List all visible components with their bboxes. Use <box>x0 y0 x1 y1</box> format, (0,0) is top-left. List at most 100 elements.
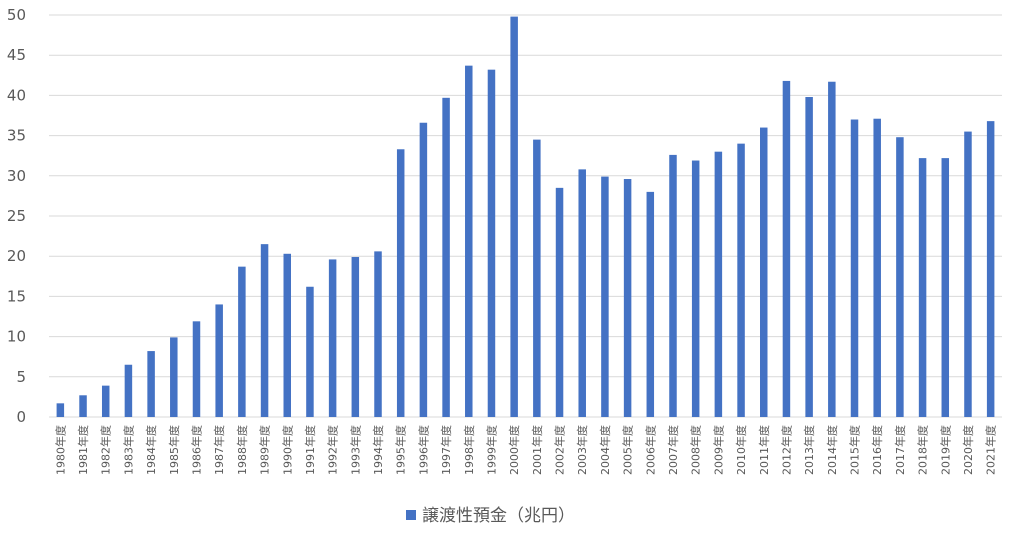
bar <box>691 160 700 418</box>
bar <box>487 69 496 417</box>
x-tick-label: 1990年度 <box>280 425 294 475</box>
bar <box>555 187 564 417</box>
bar <box>805 97 813 418</box>
y-tick-label: 20 <box>7 247 26 265</box>
bar <box>510 16 518 417</box>
x-tick-label: 2019年度 <box>938 425 952 475</box>
bar <box>124 364 133 417</box>
x-tick-label: 2008年度 <box>689 425 703 475</box>
bar <box>964 131 972 417</box>
x-tick-label: 1984年度 <box>144 425 158 475</box>
y-tick-label: 25 <box>7 207 26 225</box>
x-tick-label: 1981年度 <box>76 425 90 475</box>
bar <box>374 251 382 417</box>
bar <box>601 176 609 417</box>
bar <box>306 286 314 417</box>
legend: 譲渡性預金（兆円） <box>406 506 575 526</box>
bar <box>760 127 768 417</box>
bar <box>828 81 836 418</box>
x-tick-label: 2003年度 <box>575 425 589 475</box>
x-tick-label: 1998年度 <box>462 425 476 475</box>
x-tick-label: 1999年度 <box>484 425 498 475</box>
bar <box>533 139 541 417</box>
bar <box>896 137 904 417</box>
bar <box>396 149 405 417</box>
x-tick-label: 1993年度 <box>348 425 362 475</box>
x-tick-label: 2000年度 <box>507 425 521 475</box>
bar <box>465 65 473 417</box>
bar <box>873 118 881 417</box>
x-tick-label: 1992年度 <box>326 425 340 475</box>
x-tick-label: 2010年度 <box>734 425 748 475</box>
bar <box>986 121 995 418</box>
bar <box>782 80 791 417</box>
bars <box>56 16 995 418</box>
bar <box>737 143 745 417</box>
bar <box>260 244 269 417</box>
x-tick-label: 1989年度 <box>258 425 272 475</box>
bar <box>101 385 110 417</box>
y-tick-label: 0 <box>16 408 26 426</box>
y-tick-label: 10 <box>7 328 26 346</box>
bar <box>238 266 246 417</box>
x-tick-label: 2016年度 <box>870 425 884 475</box>
bar <box>79 395 87 417</box>
x-tick-label: 2020年度 <box>961 425 975 475</box>
y-axis-tick-labels: 0 5 10 15 20 25 30 35 40 45 50 <box>7 6 26 426</box>
x-tick-label: 1982年度 <box>99 425 113 475</box>
bar <box>714 151 723 417</box>
bar <box>646 191 655 417</box>
bar <box>578 169 586 417</box>
y-tick-label: 5 <box>16 368 26 386</box>
legend-label: 譲渡性預金（兆円） <box>422 506 575 526</box>
bar <box>419 122 428 418</box>
x-tick-label: 1997年度 <box>439 425 453 475</box>
x-tick-label: 1991年度 <box>303 425 317 475</box>
bar <box>192 321 201 417</box>
x-tick-label: 1986年度 <box>189 425 203 475</box>
x-axis-tick-labels: 1980年度 1981年度 1982年度 1983年度 1984年度 1985年度 1986… <box>53 425 997 475</box>
bar <box>941 158 950 417</box>
x-tick-label: 2009年度 <box>711 425 725 475</box>
x-tick-label: 1980年度 <box>53 425 67 475</box>
bar <box>328 259 337 417</box>
bar <box>442 97 450 417</box>
x-tick-label: 2017年度 <box>893 425 907 475</box>
x-tick-label: 1988年度 <box>235 425 249 475</box>
x-tick-label: 1995年度 <box>394 425 408 475</box>
y-tick-label: 15 <box>7 287 26 305</box>
gridlines <box>49 14 1002 418</box>
x-tick-label: 1985年度 <box>167 425 181 475</box>
bar <box>850 119 859 418</box>
x-tick-label: 2006年度 <box>643 425 657 475</box>
x-tick-label: 1983年度 <box>121 425 135 475</box>
x-tick-label: 1996年度 <box>416 425 430 475</box>
x-tick-label: 2021年度 <box>984 425 998 475</box>
bar <box>56 403 65 417</box>
x-tick-label: 1987年度 <box>212 425 226 475</box>
x-tick-label: 2005年度 <box>621 425 635 475</box>
x-tick-label: 2015年度 <box>848 425 862 475</box>
x-tick-label: 2004年度 <box>598 425 612 475</box>
bar <box>170 337 178 417</box>
x-tick-label: 2001年度 <box>530 425 544 475</box>
bar <box>623 179 632 417</box>
x-tick-label: 2011年度 <box>757 425 771 475</box>
bar <box>147 351 155 417</box>
x-tick-label: 2013年度 <box>802 425 816 475</box>
y-tick-label: 40 <box>7 86 26 104</box>
x-tick-label: 2014年度 <box>825 425 839 475</box>
x-tick-label: 2018年度 <box>916 425 930 475</box>
bar <box>351 257 360 417</box>
x-tick-label: 2002年度 <box>553 425 567 475</box>
bar <box>918 158 927 417</box>
x-tick-label: 2012年度 <box>779 425 793 475</box>
bar <box>215 304 223 417</box>
bar <box>283 253 291 417</box>
y-tick-label: 35 <box>7 127 26 145</box>
y-tick-label: 45 <box>7 46 26 64</box>
y-tick-label: 30 <box>7 167 26 185</box>
x-tick-label: 2007年度 <box>666 425 680 475</box>
x-tick-label: 1994年度 <box>371 425 385 475</box>
